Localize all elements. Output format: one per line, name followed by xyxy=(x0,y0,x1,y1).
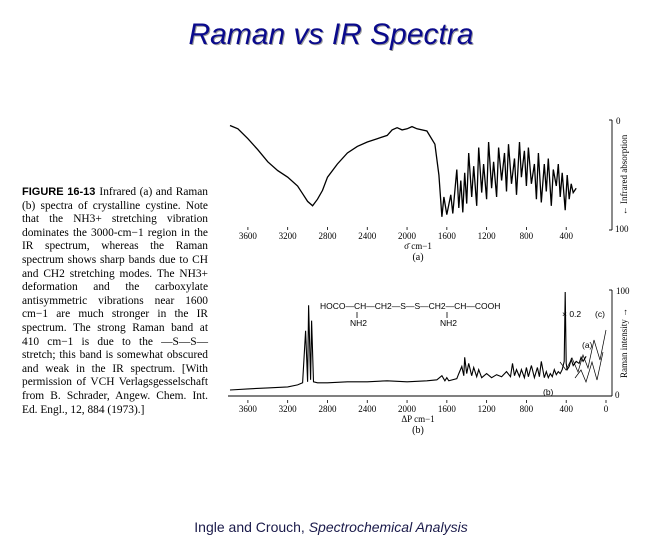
figure-label: FIGURE 16-13 xyxy=(22,186,96,198)
ir-spectrum-line xyxy=(229,124,577,217)
ir-x-tick-label: 2400 xyxy=(358,231,377,241)
ir-y-tick-label-bottom: 100 xyxy=(615,224,629,234)
ir-x-tick-label: 3600 xyxy=(239,231,258,241)
raman-x-tick-label: 2000 xyxy=(398,404,417,414)
nh2-left-label: NH2 xyxy=(350,318,367,328)
raman-x-tick-label: 400 xyxy=(559,404,573,414)
raman-x-tick-label: 1200 xyxy=(478,404,497,414)
raman-y-tick-label-top: 100 xyxy=(616,286,630,296)
raman-x-tick-label: 2800 xyxy=(318,404,337,414)
credit-book-title: Spectrochemical Analysis xyxy=(308,519,468,535)
raman-inset-a-trace xyxy=(574,351,604,384)
ir-panel-label: (a) xyxy=(412,252,423,263)
raman-inset-c-trace xyxy=(559,329,607,374)
raman-x-tick-label: 800 xyxy=(520,404,534,414)
ir-x-tick-label: 2000 xyxy=(398,231,417,241)
ir-x-tick-label: 3200 xyxy=(279,231,298,241)
credit-authors: Ingle and Crouch, xyxy=(194,519,309,535)
slide-title: Raman vs IR Spectra xyxy=(188,18,474,51)
raman-y-tick-label-bottom: 0 xyxy=(615,390,620,400)
raman-x-axis-label: ΔP cm−1 xyxy=(401,414,434,424)
nh2-right-label: NH2 xyxy=(440,318,457,328)
raman-x-tick-label: 1600 xyxy=(438,404,457,414)
raman-x-tick-label: 3200 xyxy=(279,404,298,414)
ir-y-axis-label: ← Infrared absorption xyxy=(619,134,629,215)
inset-a-label: (a) xyxy=(582,340,593,350)
scale-note-label: × 0.2 xyxy=(562,309,581,319)
raman-spectrum-panel: 3600 3200 2800 2400 2000 1600 1200 800 400 0 100 0 R… xyxy=(228,286,630,436)
ir-x-tick-label: 1200 xyxy=(478,231,497,241)
raman-x-tick-label: 2400 xyxy=(358,404,377,414)
figure-caption: FIGURE 16-13 Infrared (a) and Raman (b) s… xyxy=(22,186,208,417)
raman-panel-label: (b) xyxy=(412,425,424,436)
credit-line: Ingle and Crouch, Spectrochemical Analys… xyxy=(0,519,662,535)
raman-x-tick-label: 0 xyxy=(604,404,609,414)
ir-x-tick-label: 400 xyxy=(559,231,573,241)
ir-x-axis-label: σ̄ cm−1 xyxy=(404,241,432,251)
raman-spectrum-line xyxy=(229,291,587,391)
ir-spectrum-panel: 3600 3200 2800 2400 2000 1600 1200 800 400 0 100 ← … xyxy=(229,116,629,263)
caption-text: Infrared (a) and Raman (b) spectra of cr… xyxy=(22,186,208,416)
ir-x-tick-label: 2800 xyxy=(318,231,337,241)
inset-c-label: (c) xyxy=(595,309,605,319)
raman-x-tick-label: 3600 xyxy=(239,404,258,414)
ir-x-tick-label: 1600 xyxy=(438,231,457,241)
ir-y-tick-label-top: 0 xyxy=(616,116,621,126)
raman-y-axis-label: Raman intensity → xyxy=(619,308,629,378)
cystine-structure-label: HOCO—CH—CH2—S—S—CH2—CH—COOH xyxy=(320,301,500,311)
inset-b-label: (b) xyxy=(543,387,554,397)
ir-x-tick-label: 800 xyxy=(520,231,534,241)
